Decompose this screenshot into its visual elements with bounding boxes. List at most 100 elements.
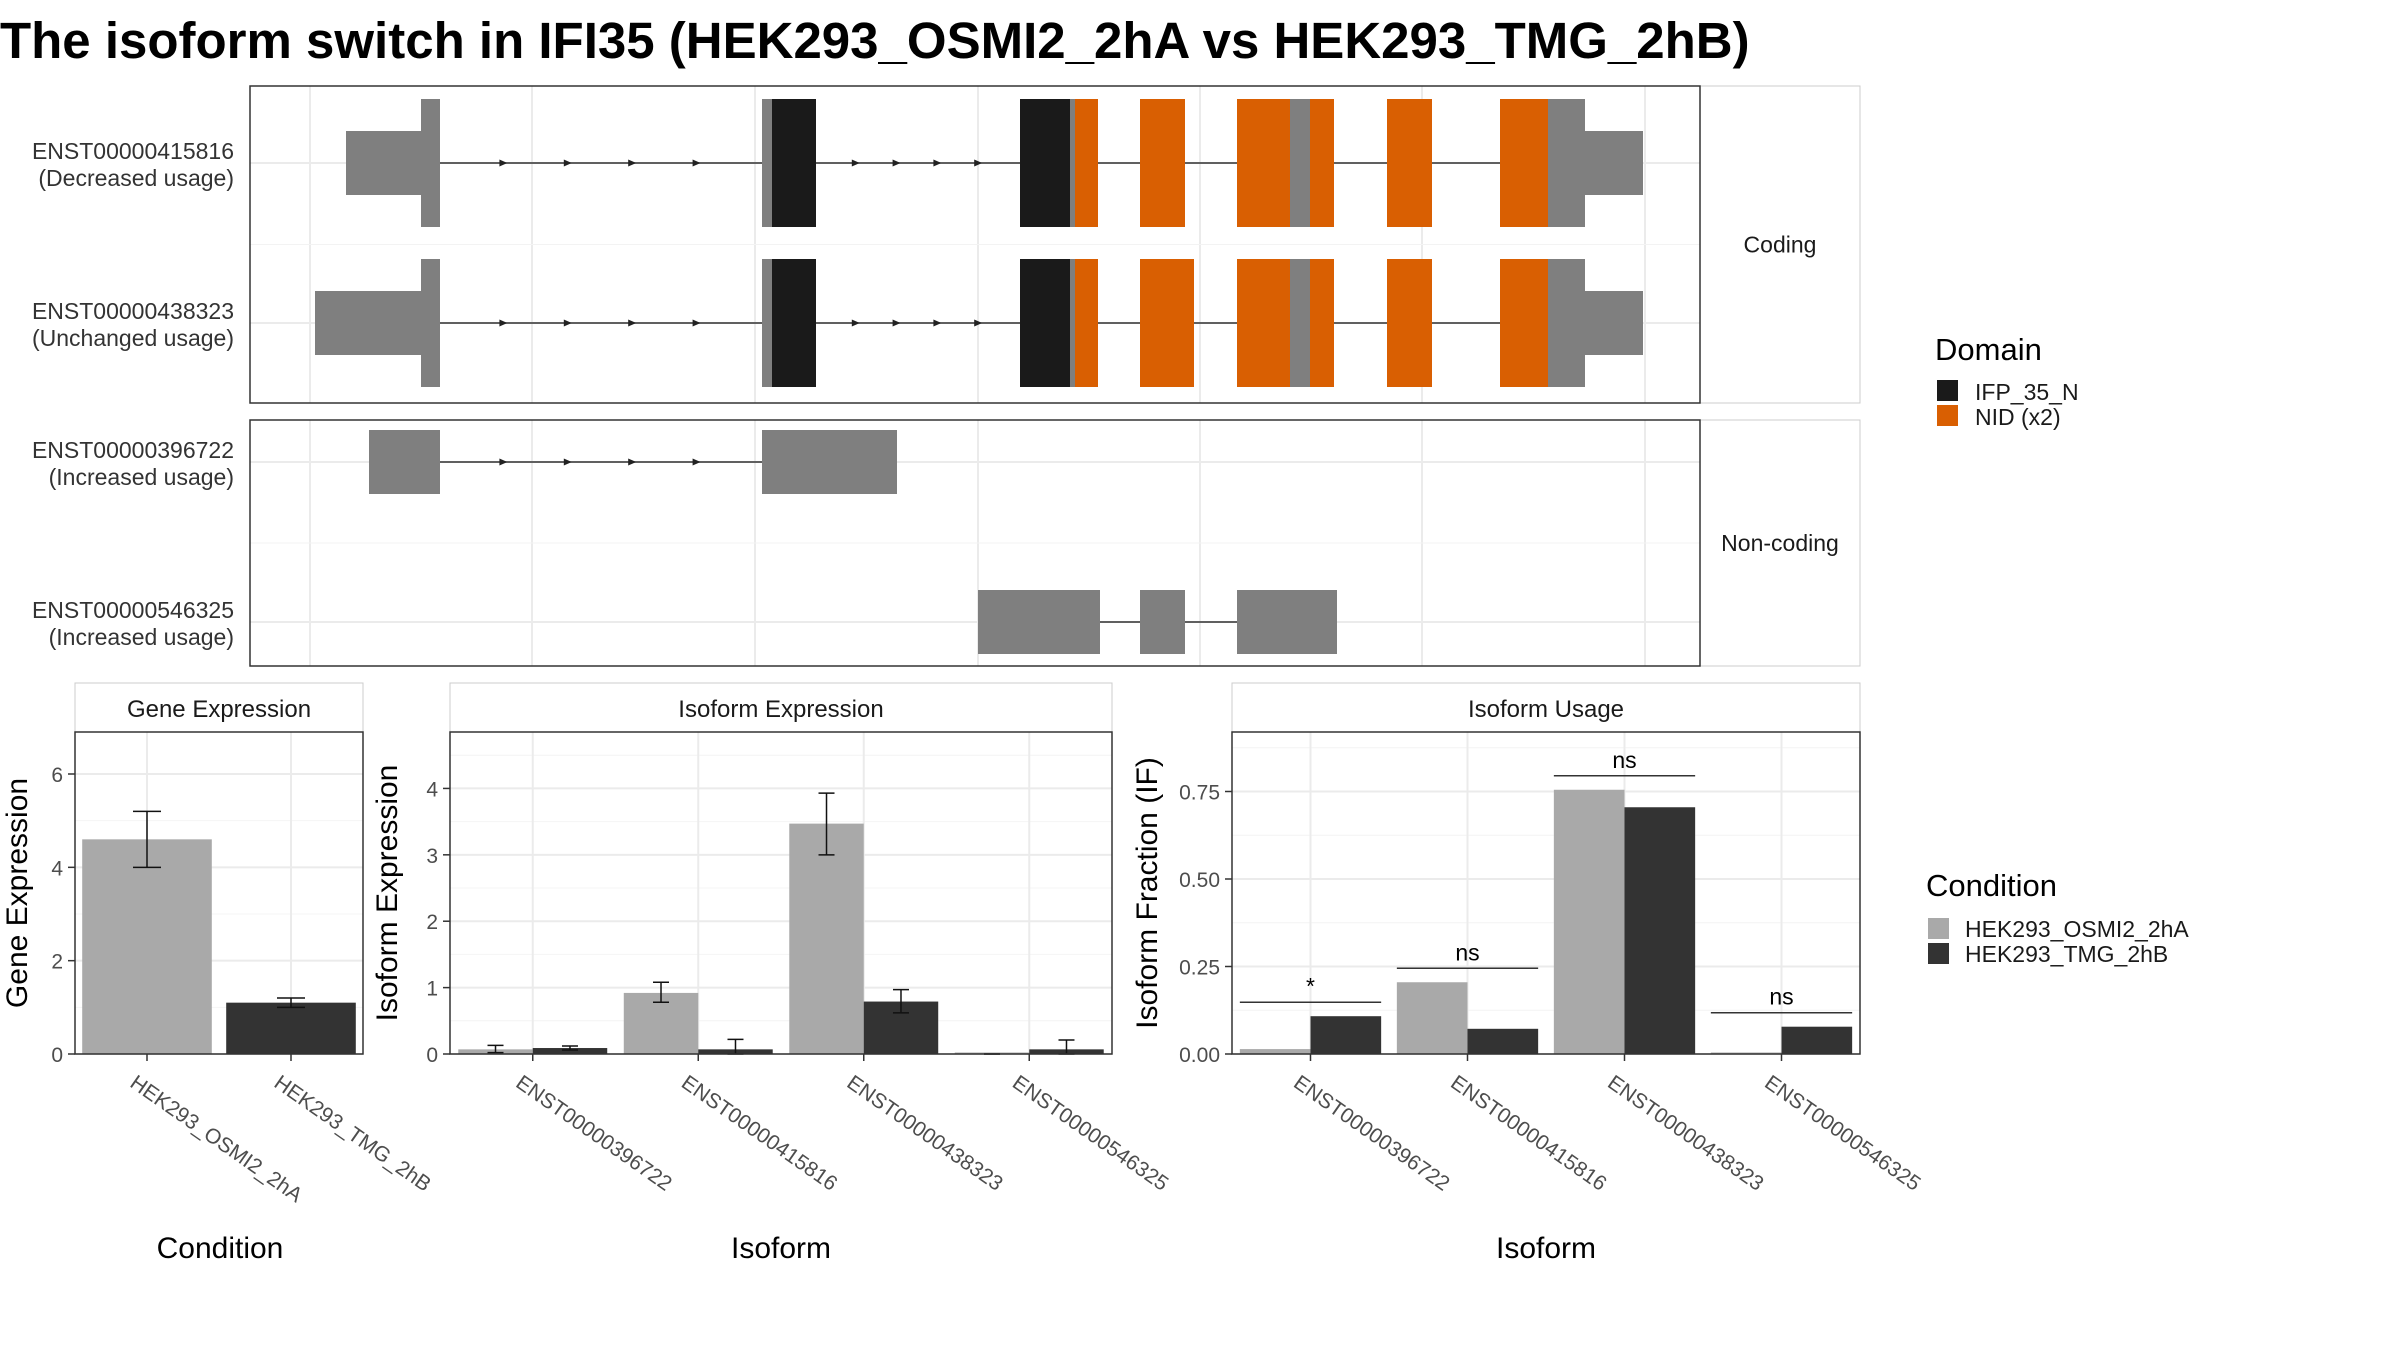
bar-cond-b xyxy=(1310,1016,1382,1054)
transcript-usage-label: (Decreased usage) xyxy=(38,165,234,191)
bar-cond-b xyxy=(1624,807,1696,1054)
x-axis-title: Isoform xyxy=(731,1232,831,1265)
direction-arrow xyxy=(628,159,637,167)
domain-legend: Domain IFP_35_N NID (x2) xyxy=(1935,332,2079,430)
panel-title: Isoform Usage xyxy=(1468,696,1624,723)
cds-exon xyxy=(1548,259,1585,387)
bar-cond-b xyxy=(1781,1026,1853,1054)
y-tick-label: 2 xyxy=(51,951,63,974)
direction-arrow xyxy=(563,458,572,466)
legend-label-cond-a: HEK293_OSMI2_2hA xyxy=(1965,916,2189,942)
cds-exon xyxy=(762,99,772,227)
significance-label: ns xyxy=(1769,984,1793,1010)
x-tick-label: HEK293_TMG_2hB xyxy=(270,1071,435,1196)
domain-nid-exon xyxy=(1140,259,1194,387)
chart-panel-1: Gene Expression0246HEK293_OSMI2_2hAHEK29… xyxy=(1,682,435,1265)
structure-panel-border xyxy=(249,85,1701,404)
cds-exon xyxy=(1070,259,1075,387)
significance-label: ns xyxy=(1612,747,1636,773)
utr-exon xyxy=(1585,291,1643,355)
x-tick-label: ENST00000438323 xyxy=(843,1071,1007,1196)
direction-arrow xyxy=(851,319,860,327)
utr-exon xyxy=(315,291,421,355)
y-tick-label: 0.75 xyxy=(1179,782,1220,805)
x-tick-label: ENST00000438323 xyxy=(1603,1071,1767,1196)
panel-title: Isoform Expression xyxy=(678,696,883,723)
direction-arrow xyxy=(692,458,701,466)
y-tick-label: 0 xyxy=(426,1044,438,1067)
utr-exon xyxy=(762,430,897,494)
condition-legend: Condition HEK293_OSMI2_2hA HEK293_TMG_2h… xyxy=(1926,868,2189,967)
direction-arrow xyxy=(628,319,637,327)
transcript-usage-label: (Increased usage) xyxy=(49,464,234,490)
domain-nid-exon xyxy=(1310,99,1334,227)
cds-exon xyxy=(1290,259,1310,387)
transcript-usage-label: (Unchanged usage) xyxy=(32,325,234,351)
structure-panel-border xyxy=(249,419,1701,667)
x-axis-title: Isoform xyxy=(1496,1232,1596,1265)
direction-arrow xyxy=(499,458,508,466)
y-tick-label: 4 xyxy=(51,857,63,880)
direction-arrow xyxy=(628,458,637,466)
utr-exon xyxy=(1237,590,1337,654)
direction-arrow xyxy=(892,159,901,167)
x-tick-label: ENST00000396722 xyxy=(1289,1071,1453,1196)
transcript-id-label: ENST00000546325 xyxy=(32,597,234,623)
utr-exon xyxy=(978,590,1100,654)
x-tick-label: ENST00000396722 xyxy=(512,1071,676,1196)
x-tick-label: ENST00000546325 xyxy=(1008,1071,1172,1196)
panel-border xyxy=(74,731,364,1055)
facet-strip-label: Non-coding xyxy=(1721,530,1839,556)
legend-swatch-nid xyxy=(1937,405,1958,426)
cds-exon xyxy=(1548,99,1585,227)
y-tick-label: 2 xyxy=(426,911,438,934)
legend-swatch-cond-a xyxy=(1928,918,1949,939)
domain-ifp-exon xyxy=(1020,99,1070,227)
y-tick-label: 0 xyxy=(51,1044,63,1067)
domain-nid-exon xyxy=(1140,99,1185,227)
domain-nid-exon xyxy=(1387,259,1432,387)
panel-border xyxy=(1231,731,1861,1055)
transcript-id-label: ENST00000415816 xyxy=(32,138,234,164)
domain-ifp-exon xyxy=(772,259,816,387)
facet-strip-label: Coding xyxy=(1744,232,1817,258)
legend-label-cond-b: HEK293_TMG_2hB xyxy=(1965,941,2168,967)
direction-arrow xyxy=(499,159,508,167)
x-tick-label: ENST00000546325 xyxy=(1760,1071,1924,1196)
transcript-id-label: ENST00000438323 xyxy=(32,298,234,324)
significance-label: ns xyxy=(1455,939,1479,965)
cds-exon xyxy=(1290,99,1310,227)
bar-cond-a xyxy=(623,992,699,1054)
y-tick-label: 0.50 xyxy=(1179,869,1220,892)
bar-cond-a xyxy=(1239,1049,1311,1054)
y-tick-label: 1 xyxy=(426,978,438,1001)
domain-nid-exon xyxy=(1310,259,1334,387)
direction-arrow xyxy=(692,319,701,327)
legend-label-nid: NID (x2) xyxy=(1975,404,2061,430)
direction-arrow xyxy=(933,319,942,327)
panel-strip-box xyxy=(449,682,1113,733)
bar-cond-a xyxy=(789,823,864,1054)
transcript-usage-label: (Increased usage) xyxy=(49,624,234,650)
condition-legend-title: Condition xyxy=(1926,868,2057,903)
domain-nid-exon xyxy=(1387,99,1432,227)
domain-legend-title: Domain xyxy=(1935,332,2042,367)
y-tick-label: 0.25 xyxy=(1179,957,1220,980)
domain-nid-exon xyxy=(1237,259,1290,387)
bar-cond-a xyxy=(1396,982,1468,1054)
cds-exon xyxy=(1070,99,1075,227)
bar-gene-expression xyxy=(226,1002,356,1054)
y-axis-title: Isoform Fraction (IF) xyxy=(1131,757,1164,1029)
direction-arrow xyxy=(692,159,701,167)
y-axis-title: Gene Expression xyxy=(1,778,34,1008)
domain-nid-exon xyxy=(1237,99,1290,227)
domain-ifp-exon xyxy=(772,99,816,227)
expression-charts: Gene Expression0246HEK293_OSMI2_2hAHEK29… xyxy=(1,682,1925,1265)
direction-arrow xyxy=(974,159,983,167)
significance-label: * xyxy=(1306,973,1315,999)
utr-exon xyxy=(1585,131,1643,195)
utr-exon xyxy=(1140,590,1185,654)
direction-arrow xyxy=(563,319,572,327)
